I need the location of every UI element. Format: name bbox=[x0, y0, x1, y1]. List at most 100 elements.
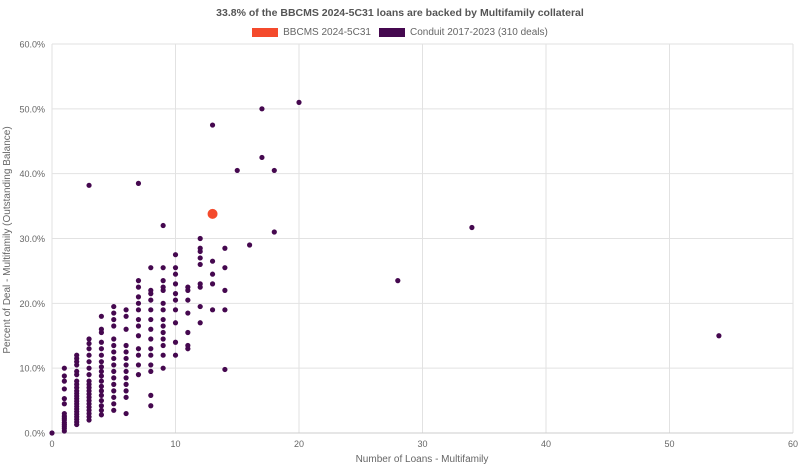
point-conduit[interactable] bbox=[61, 365, 67, 371]
point-conduit[interactable] bbox=[111, 388, 117, 394]
point-conduit[interactable] bbox=[148, 346, 154, 352]
point-conduit[interactable] bbox=[86, 346, 92, 352]
point-conduit[interactable] bbox=[135, 346, 142, 352]
point-conduit[interactable] bbox=[259, 154, 265, 161]
point-conduit[interactable] bbox=[111, 407, 117, 413]
point-conduit[interactable] bbox=[148, 307, 154, 313]
point-conduit[interactable] bbox=[148, 265, 154, 271]
point-conduit[interactable] bbox=[271, 229, 277, 235]
point-conduit[interactable] bbox=[148, 297, 154, 303]
point-conduit[interactable] bbox=[185, 284, 191, 290]
point-conduit[interactable] bbox=[135, 294, 142, 300]
point-conduit[interactable] bbox=[61, 410, 67, 417]
point-conduit[interactable] bbox=[197, 245, 203, 251]
point-conduit[interactable] bbox=[135, 180, 142, 186]
point-conduit[interactable] bbox=[98, 368, 104, 375]
point-conduit[interactable] bbox=[98, 403, 104, 409]
point-conduit[interactable] bbox=[148, 352, 154, 358]
point-conduit[interactable] bbox=[111, 401, 117, 407]
point-conduit[interactable] bbox=[98, 383, 104, 389]
point-conduit[interactable] bbox=[172, 281, 179, 287]
point-conduit[interactable] bbox=[123, 342, 129, 349]
point-conduit[interactable] bbox=[98, 313, 104, 319]
point-conduit[interactable] bbox=[111, 310, 117, 316]
point-conduit[interactable] bbox=[135, 284, 142, 290]
point-conduit[interactable] bbox=[160, 316, 166, 323]
point-conduit[interactable] bbox=[61, 378, 67, 384]
point-conduit[interactable] bbox=[111, 355, 117, 362]
point-conduit[interactable] bbox=[185, 329, 191, 336]
point-conduit[interactable] bbox=[172, 252, 179, 258]
point-conduit[interactable] bbox=[86, 182, 92, 188]
point-conduit[interactable] bbox=[111, 342, 117, 349]
point-conduit[interactable] bbox=[222, 265, 228, 271]
point-conduit[interactable] bbox=[172, 291, 179, 297]
point-conduit[interactable] bbox=[123, 381, 129, 387]
point-conduit[interactable] bbox=[160, 329, 166, 336]
point-conduit[interactable] bbox=[160, 265, 166, 271]
point-conduit[interactable] bbox=[197, 255, 203, 261]
point-conduit[interactable] bbox=[135, 278, 142, 284]
point-conduit[interactable] bbox=[395, 278, 401, 284]
point-conduit[interactable] bbox=[98, 407, 104, 413]
point-conduit[interactable] bbox=[296, 99, 302, 105]
point-conduit[interactable] bbox=[197, 235, 203, 242]
point-conduit[interactable] bbox=[86, 336, 92, 342]
point-conduit[interactable] bbox=[98, 364, 104, 370]
legend-item-bbcms[interactable]: BBCMS 2024-5C31 bbox=[252, 27, 371, 38]
point-conduit[interactable] bbox=[209, 122, 216, 128]
point-conduit[interactable] bbox=[123, 388, 129, 394]
point-conduit[interactable] bbox=[135, 362, 142, 368]
point-conduit[interactable] bbox=[111, 303, 117, 310]
point-conduit[interactable] bbox=[135, 333, 142, 339]
point-conduit[interactable] bbox=[160, 336, 166, 342]
point-conduit[interactable] bbox=[160, 323, 166, 329]
point-conduit[interactable] bbox=[86, 372, 92, 378]
point-conduit[interactable] bbox=[98, 378, 104, 384]
point-conduit[interactable] bbox=[49, 430, 55, 436]
point-conduit[interactable] bbox=[98, 339, 104, 345]
point-conduit[interactable] bbox=[135, 316, 142, 323]
point-conduit[interactable] bbox=[148, 287, 154, 293]
point-conduit[interactable] bbox=[74, 368, 80, 375]
point-conduit[interactable] bbox=[148, 368, 154, 375]
point-conduit[interactable] bbox=[123, 313, 129, 319]
point-conduit[interactable] bbox=[111, 381, 117, 387]
point-conduit[interactable] bbox=[209, 258, 216, 264]
point-conduit[interactable] bbox=[98, 388, 104, 394]
point-conduit[interactable] bbox=[160, 352, 166, 358]
point-conduit[interactable] bbox=[160, 222, 166, 229]
point-conduit[interactable] bbox=[148, 326, 154, 332]
point-conduit[interactable] bbox=[247, 242, 253, 248]
point-conduit[interactable] bbox=[160, 342, 166, 349]
point-conduit[interactable] bbox=[172, 297, 179, 303]
point-conduit[interactable] bbox=[123, 355, 129, 362]
point-conduit[interactable] bbox=[209, 307, 216, 313]
point-conduit[interactable] bbox=[716, 333, 722, 339]
point-conduit[interactable] bbox=[197, 261, 203, 268]
point-conduit[interactable] bbox=[123, 307, 129, 313]
point-conduit[interactable] bbox=[111, 349, 117, 355]
point-conduit[interactable] bbox=[111, 375, 117, 381]
point-conduit[interactable] bbox=[185, 342, 191, 349]
point-conduit[interactable] bbox=[86, 365, 92, 371]
point-conduit[interactable] bbox=[197, 281, 203, 287]
point-conduit[interactable] bbox=[86, 340, 92, 347]
point-conduit[interactable] bbox=[123, 410, 129, 417]
point-conduit[interactable] bbox=[197, 303, 203, 310]
point-conduit[interactable] bbox=[172, 339, 179, 345]
point-conduit[interactable] bbox=[74, 352, 80, 358]
point-conduit[interactable] bbox=[123, 349, 129, 355]
point-conduit[interactable] bbox=[469, 224, 475, 231]
point-conduit[interactable] bbox=[123, 362, 129, 368]
point-conduit[interactable] bbox=[148, 392, 154, 398]
legend-item-conduit[interactable]: Conduit 2017-2023 (310 deals) bbox=[378, 27, 548, 38]
point-conduit[interactable] bbox=[61, 396, 67, 402]
point-conduit[interactable] bbox=[111, 394, 117, 400]
point-conduit[interactable] bbox=[185, 297, 191, 303]
point-conduit[interactable] bbox=[160, 300, 166, 306]
point-conduit[interactable] bbox=[172, 320, 179, 326]
point-conduit[interactable] bbox=[259, 106, 265, 112]
point-conduit[interactable] bbox=[61, 386, 67, 392]
point-conduit[interactable] bbox=[123, 394, 129, 400]
